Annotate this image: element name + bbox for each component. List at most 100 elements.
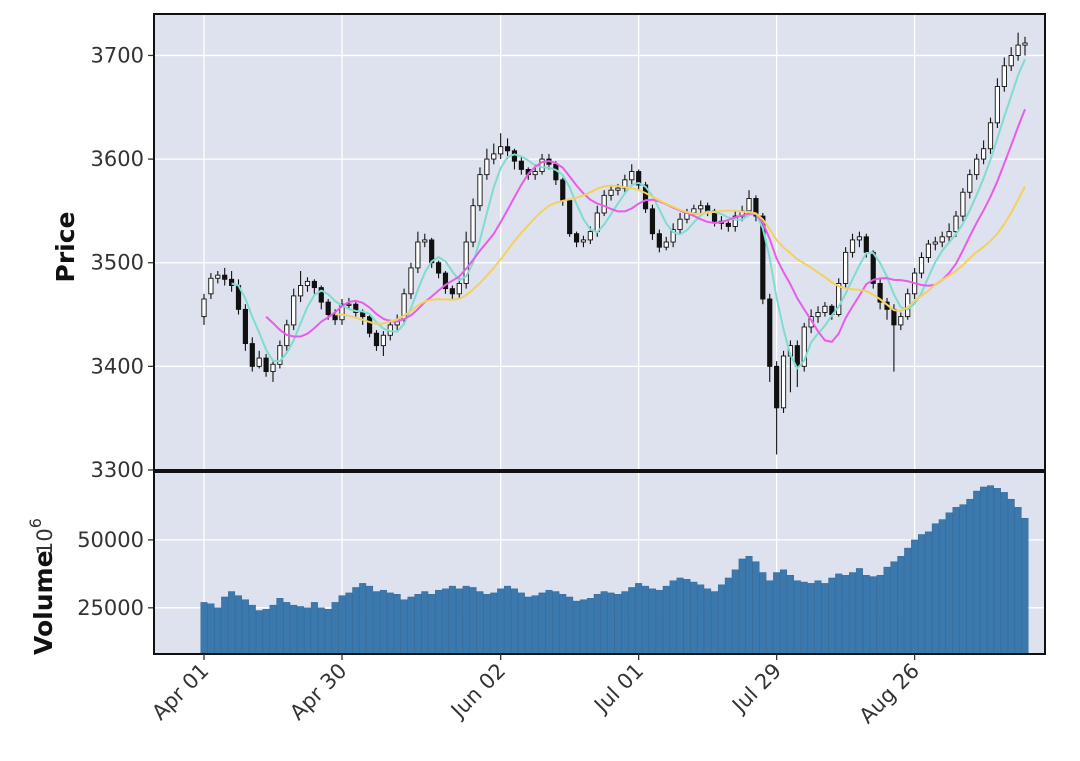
volume-bar bbox=[269, 604, 277, 655]
candle bbox=[291, 288, 297, 331]
volume-bar bbox=[924, 531, 932, 655]
candle-body bbox=[422, 239, 428, 243]
volume-bar bbox=[690, 581, 698, 655]
volume-bar bbox=[793, 580, 801, 655]
volume-bar bbox=[655, 589, 663, 655]
volume-bar bbox=[821, 583, 829, 655]
candle-body bbox=[994, 86, 1000, 124]
candle-body bbox=[981, 148, 987, 160]
candle bbox=[849, 233, 856, 258]
volume-bar bbox=[600, 591, 608, 655]
volume-y-tick-label: 50000 bbox=[77, 528, 144, 552]
volume-bar bbox=[648, 588, 656, 655]
volume-bar bbox=[497, 588, 505, 655]
candle-body bbox=[843, 251, 849, 284]
candle bbox=[856, 231, 863, 248]
volume-bar bbox=[545, 589, 553, 655]
candle-body bbox=[891, 308, 897, 326]
volume-bar bbox=[807, 583, 815, 655]
volume-bar bbox=[510, 588, 518, 655]
volume-bar bbox=[993, 488, 1001, 655]
volume-bar bbox=[849, 572, 856, 655]
volume-bar bbox=[241, 599, 249, 655]
volume-bar bbox=[573, 600, 581, 655]
candle bbox=[580, 235, 587, 248]
volume-bar bbox=[635, 583, 643, 655]
volume-bar bbox=[593, 594, 601, 655]
candle bbox=[836, 278, 842, 317]
volume-panel-frame bbox=[153, 471, 1046, 655]
candle-body bbox=[732, 215, 738, 227]
volume-bar bbox=[214, 607, 222, 655]
candle-body bbox=[442, 272, 449, 290]
candle bbox=[339, 299, 345, 325]
candle bbox=[277, 340, 283, 369]
candle bbox=[311, 279, 317, 294]
volume-bar bbox=[476, 591, 484, 655]
candle bbox=[518, 157, 524, 175]
candle bbox=[656, 229, 662, 253]
volume-bar bbox=[317, 607, 325, 655]
volume-bar bbox=[386, 592, 394, 655]
volume-bar bbox=[235, 595, 242, 655]
volume-bar bbox=[607, 592, 615, 655]
volume-bar bbox=[262, 608, 270, 655]
candle-body bbox=[201, 298, 207, 318]
candle bbox=[732, 210, 738, 232]
volume-bar bbox=[248, 604, 256, 655]
candle bbox=[767, 293, 773, 382]
volume-bar bbox=[676, 577, 684, 655]
candle bbox=[960, 188, 966, 222]
candle-body bbox=[594, 212, 600, 233]
volume-bar bbox=[483, 594, 491, 655]
candle-body bbox=[587, 231, 593, 241]
candle bbox=[256, 350, 262, 369]
volume-bar bbox=[911, 539, 919, 655]
price-y-tick-label: 3300 bbox=[91, 458, 144, 482]
candle bbox=[843, 247, 849, 289]
x-tick-label: Jun 02 bbox=[445, 659, 510, 724]
candle bbox=[229, 271, 235, 292]
candle-body bbox=[1001, 65, 1007, 87]
price-axis-label: Price bbox=[51, 212, 80, 283]
volume-bar bbox=[614, 594, 622, 655]
candle bbox=[663, 236, 669, 251]
candle-body bbox=[373, 332, 380, 347]
candle-body bbox=[360, 312, 366, 318]
candle-body bbox=[822, 305, 828, 313]
candle-body bbox=[456, 283, 462, 295]
candle bbox=[939, 231, 945, 248]
volume-bar bbox=[724, 577, 732, 655]
volume-bar bbox=[579, 599, 587, 655]
candle-body bbox=[539, 158, 545, 172]
candle bbox=[456, 278, 462, 299]
candle bbox=[304, 277, 311, 292]
volume-bar bbox=[621, 591, 629, 655]
candle-body bbox=[774, 365, 780, 409]
volume-bar bbox=[1014, 507, 1022, 655]
candle bbox=[263, 353, 269, 377]
candle-body bbox=[366, 316, 373, 334]
candle bbox=[898, 312, 904, 331]
candle bbox=[491, 143, 497, 165]
candle bbox=[215, 271, 221, 284]
price-y-ticks: 3300 3400 3500 3600 3700 bbox=[91, 43, 154, 482]
candle-body bbox=[670, 229, 676, 243]
candle-body bbox=[339, 303, 345, 321]
volume-bar bbox=[290, 604, 298, 655]
candle bbox=[994, 78, 1000, 128]
candle bbox=[477, 167, 483, 211]
candle bbox=[539, 153, 545, 175]
candle bbox=[449, 285, 455, 299]
volume-offset-label: 106 bbox=[26, 518, 57, 555]
candle bbox=[780, 350, 787, 413]
candle-body bbox=[649, 208, 656, 235]
volume-bar bbox=[738, 558, 746, 655]
volume-bar bbox=[862, 575, 870, 655]
volume-bar bbox=[945, 512, 953, 655]
candle-body bbox=[642, 184, 649, 210]
volume-bar bbox=[704, 588, 712, 655]
candle-body bbox=[491, 153, 497, 160]
candle bbox=[373, 330, 380, 351]
volume-bar bbox=[428, 594, 436, 655]
